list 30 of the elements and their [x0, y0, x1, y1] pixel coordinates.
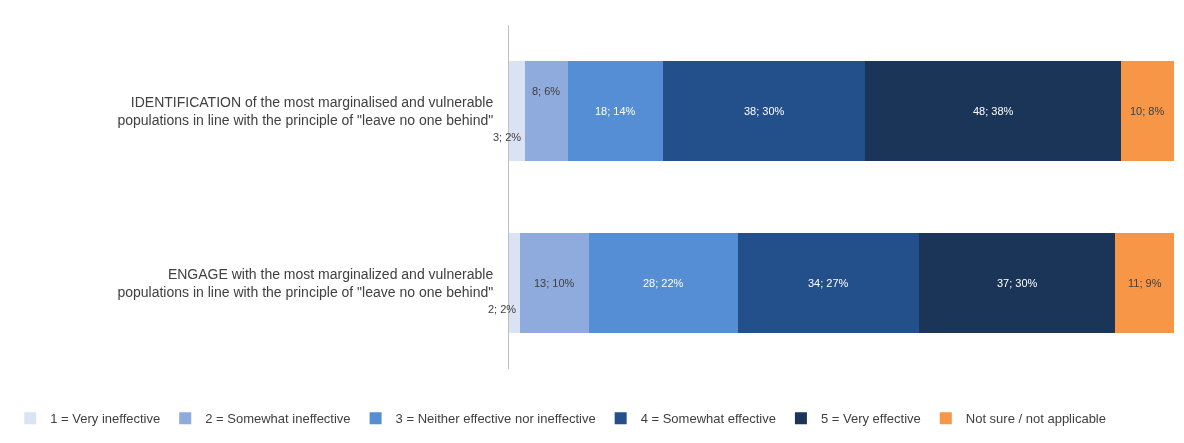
- legend-label: 5 = Very effective: [820, 411, 921, 427]
- data-label: 13; 10%: [534, 277, 575, 289]
- bar: [918, 233, 1116, 333]
- bar: [737, 233, 919, 333]
- bar: [524, 61, 568, 161]
- y-tick-label: IDENTIFICATION of the most marginalised and vulnerable populations in line with the principle of "leave no one behind": [117, 93, 494, 128]
- bar: [663, 61, 866, 161]
- legend-label: 4 = Somewhat effective: [640, 411, 776, 427]
- legend-label: Not sure / not applicable: [965, 411, 1106, 427]
- data-label: 37; 30%: [997, 277, 1038, 289]
- data-label: 3; 2%: [493, 131, 522, 143]
- legend-label: 2 = Somewhat ineffective: [205, 411, 351, 427]
- data-label: 28; 22%: [643, 277, 684, 289]
- bar: [567, 61, 664, 161]
- data-label: 18; 14%: [595, 105, 636, 117]
- y-tick-label: ENGAGE with the most marginalized and vulnerable populations in line with the principle of "leave no one behind": [117, 265, 494, 300]
- data-label: 11; 9%: [1128, 277, 1162, 289]
- data-label: 2; 2%: [488, 303, 517, 315]
- data-label: 10; 8%: [1130, 105, 1165, 117]
- bar: [865, 61, 1121, 161]
- legend-label: 3 = Neither effective nor ineffective: [395, 411, 596, 427]
- data-label: 34; 27%: [808, 277, 849, 289]
- bar: [519, 233, 589, 333]
- bar: [1115, 233, 1174, 333]
- data-label: 48; 38%: [973, 105, 1014, 117]
- bar: [1120, 61, 1174, 161]
- data-label: 38; 30%: [744, 105, 785, 117]
- data-label: 8; 6%: [532, 85, 561, 97]
- bar: [588, 233, 738, 333]
- legend-label: 1 = Very ineffective: [50, 411, 161, 427]
